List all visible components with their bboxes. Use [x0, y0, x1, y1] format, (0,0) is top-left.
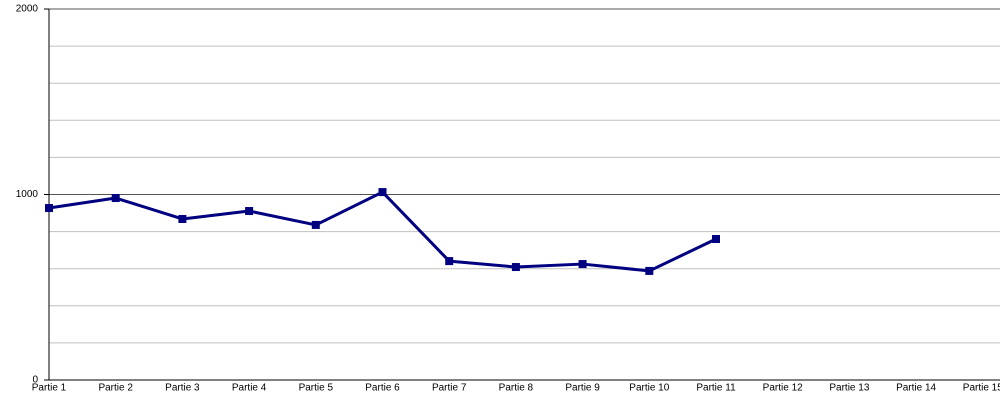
- x-tick-label: Partie 8: [499, 383, 534, 394]
- data-point: [245, 207, 254, 216]
- x-tick-label: Partie 6: [365, 383, 400, 394]
- x-tick-label: Partie 3: [165, 383, 200, 394]
- x-tick-label: Partie 7: [432, 383, 467, 394]
- x-tick-label: Partie 1: [32, 383, 67, 394]
- data-point: [311, 220, 320, 229]
- x-tick-label: Partie 9: [565, 383, 600, 394]
- x-tick-label: Partie 12: [763, 383, 803, 394]
- data-point: [111, 194, 120, 203]
- data-point: [712, 235, 720, 244]
- data-point: [645, 266, 654, 275]
- x-tick-label: Partie 2: [98, 383, 133, 394]
- x-tick-label: Partie 14: [896, 383, 936, 394]
- data-point: [45, 204, 53, 213]
- y-tick-label: 1000: [16, 189, 39, 200]
- data-point: [378, 188, 387, 197]
- y-tick-label: 0: [32, 375, 38, 386]
- data-point: [178, 214, 187, 223]
- x-tick-label: Partie 15: [963, 383, 1000, 394]
- x-tick-label: Partie 10: [629, 383, 669, 394]
- x-tick-label: Partie 11: [696, 383, 736, 394]
- data-point: [511, 263, 520, 272]
- data-point: [445, 257, 454, 266]
- data-point: [578, 260, 587, 269]
- x-tick-label: Partie 13: [829, 383, 869, 394]
- x-tick-label: Partie 4: [232, 383, 267, 394]
- x-tick-label: Partie 5: [299, 383, 334, 394]
- y-tick-label: 2000: [16, 4, 39, 15]
